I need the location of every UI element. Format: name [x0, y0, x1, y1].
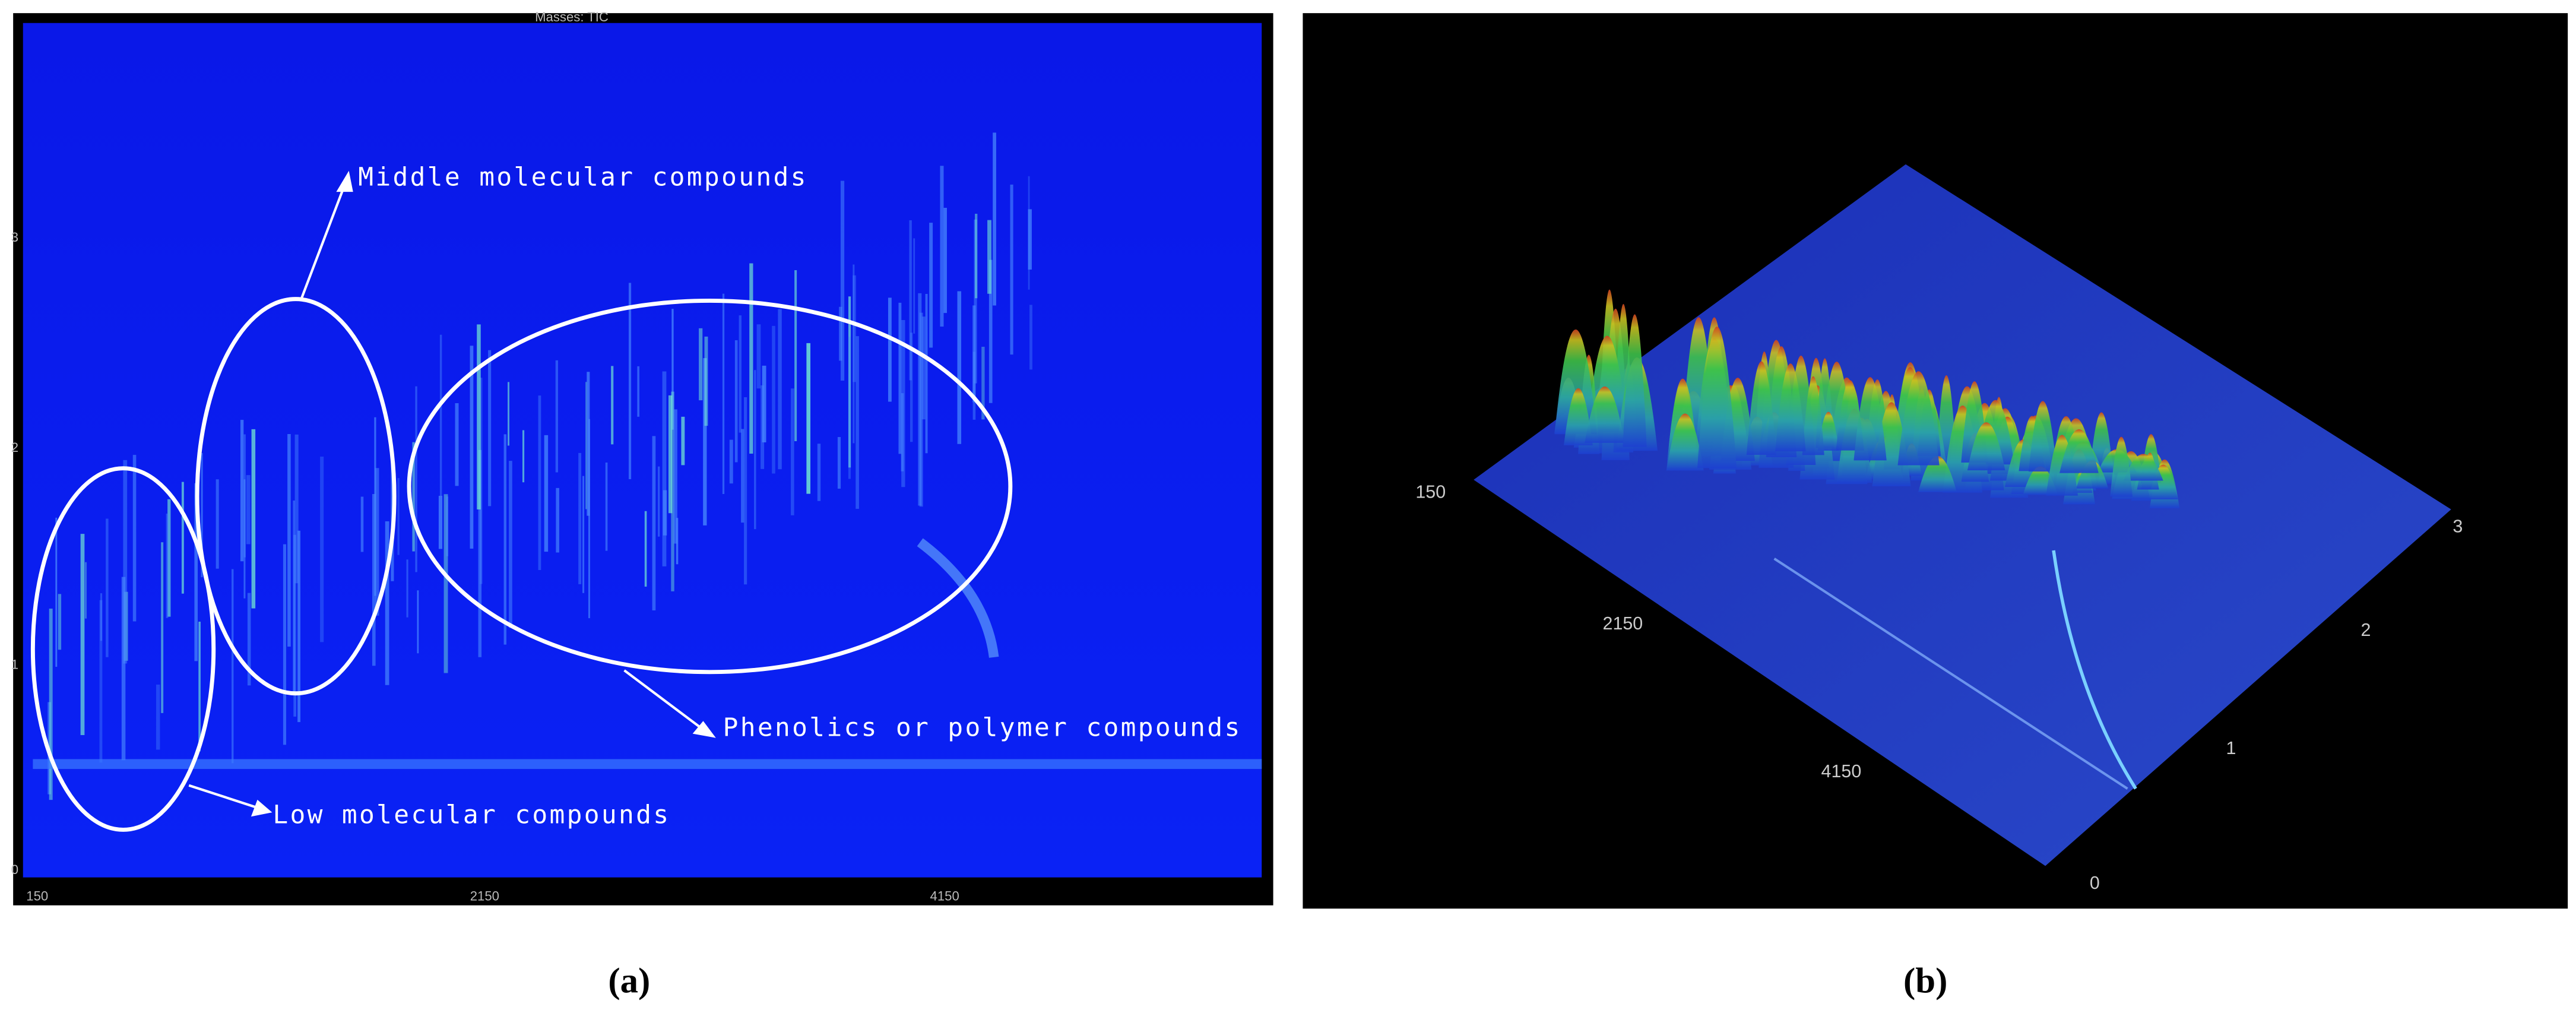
y-tick-label: 3: [11, 230, 18, 245]
x-tick-label: 4150: [930, 888, 959, 903]
peak: [2123, 454, 2163, 481]
y-tick-label: 1: [11, 657, 18, 672]
arrowhead: [251, 799, 273, 817]
x-tick-label: 2150: [470, 888, 499, 903]
ellipse: [407, 298, 1013, 675]
peak: [2110, 436, 2133, 497]
peak: [1564, 388, 1593, 446]
peak: [2028, 401, 2057, 472]
peak: [1897, 371, 1940, 466]
peak: [1666, 413, 1704, 471]
peak: [1746, 361, 1777, 455]
annotation: Middle molecular compounds: [358, 163, 807, 192]
arrowhead: [692, 721, 716, 738]
panel-b: 150 2150 4150 0 1 2 3: [1303, 13, 2568, 909]
y-tick-label: 1: [2226, 738, 2236, 758]
arrow: [299, 183, 347, 302]
panel-label: (b): [1903, 961, 1947, 1000]
ellipses: [30, 297, 1013, 832]
arrows: [188, 170, 716, 817]
peak: [1802, 376, 1824, 455]
x-tick-label: 150: [1415, 482, 1446, 502]
y-tick-label: 0: [11, 862, 18, 877]
y-tick-label: 2: [2360, 620, 2371, 640]
band: [33, 759, 1262, 770]
ellipse: [30, 466, 216, 832]
peak: [2059, 429, 2099, 473]
x-tick-label: 2150: [1603, 613, 1643, 634]
peak: [1585, 386, 1625, 443]
panel-a: Masses: TIC 0 1 2 3 150 2150 4150 Middle…: [11, 10, 1273, 905]
annotation: Phenolics or polymer compounds: [723, 713, 1242, 743]
peak: [1967, 422, 2005, 471]
y-tick-label: 0: [2090, 873, 2100, 893]
annotation: Low molecular compounds: [273, 800, 670, 829]
x-tick-label: 4150: [1821, 761, 1862, 781]
arrow: [623, 669, 704, 731]
ridge: [2052, 550, 2137, 790]
arrow: [188, 784, 260, 810]
peak: [1775, 363, 1806, 452]
peak: [1853, 377, 1887, 461]
ridge: [1773, 558, 2128, 790]
panel-a-title: Masses: TIC: [535, 10, 609, 24]
peak: [1623, 314, 1647, 447]
panel-label: (a): [608, 961, 650, 1000]
y-tick-label: 2: [11, 440, 18, 455]
peaks: [1554, 289, 2180, 509]
panel-a-plot: [23, 23, 1262, 878]
ellipse: [195, 297, 397, 696]
y-tick-label: 3: [2453, 517, 2463, 537]
band: [917, 538, 999, 658]
peak: [1697, 327, 1737, 468]
arrowhead: [336, 170, 353, 192]
x-tick-label: 150: [26, 888, 48, 903]
